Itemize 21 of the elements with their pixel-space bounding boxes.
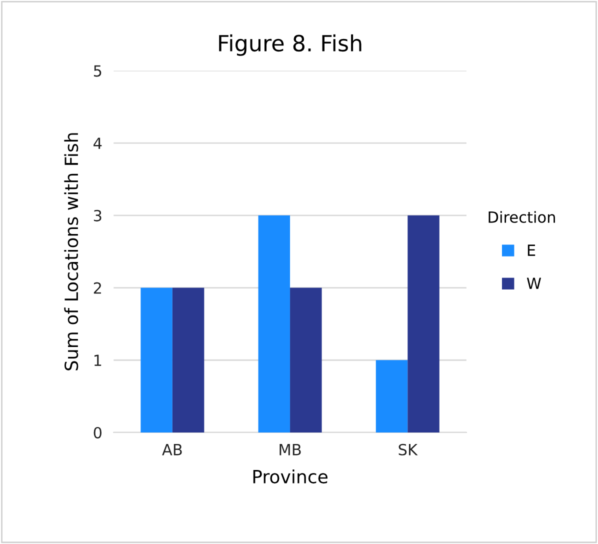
legend-label: W [526,278,542,289]
bar [376,360,408,432]
bar [290,288,322,432]
legend-title: Direction [488,211,555,223]
y-tick-label: 4 [94,138,102,149]
bar [408,215,440,432]
legend-label: E [528,244,536,256]
y-tick-label: 1 [94,354,102,366]
x-tick-label: MB [280,444,301,456]
y-tick-label: 2 [94,282,101,294]
x-axis-title: Province [253,469,328,484]
x-tick-label: AB [162,444,182,456]
y-axis-title: Sum of Locations with Fish [64,133,78,370]
y-tick-label: 0 [94,426,102,438]
y-tick-label: 5 [94,65,102,77]
bar [140,288,172,432]
x-tick-label: SK [398,444,418,456]
bar [258,215,290,432]
bar [172,288,204,432]
chart-title: Figure 8. Fish [219,34,362,56]
y-tick-label: 3 [94,210,102,222]
